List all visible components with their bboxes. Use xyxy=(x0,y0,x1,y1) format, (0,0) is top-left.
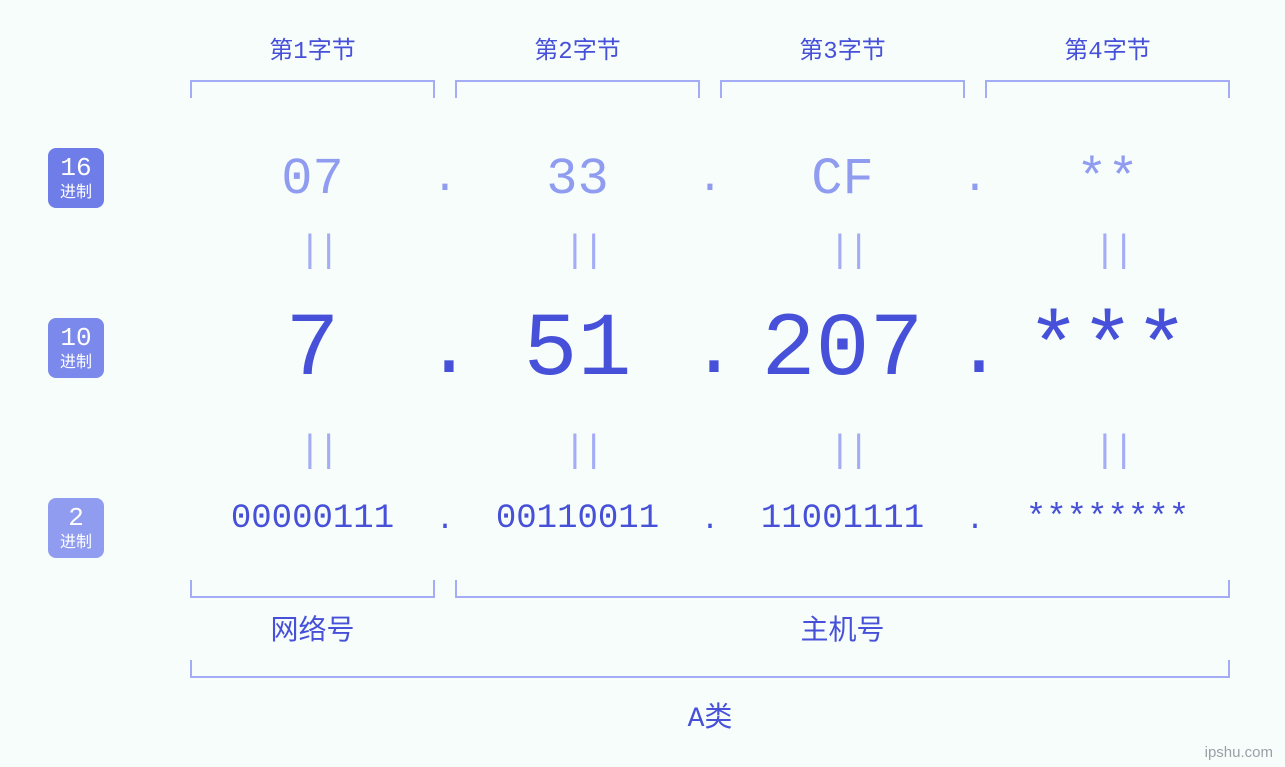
hex-value-1: 07 xyxy=(180,150,445,209)
row-label-sub-hex: 进制 xyxy=(60,185,92,203)
ip-diagram: 第1字节第2字节第3字节第4字节 16进制10进制2进制 07.33.CF.**… xyxy=(0,0,1285,767)
eq-symbol: || xyxy=(564,230,602,273)
byte-header-1: 第1字节 xyxy=(180,30,445,66)
eq-symbol: || xyxy=(299,430,337,473)
row-label-num-dec: 10 xyxy=(60,324,91,353)
byte-top-bracket-2 xyxy=(455,80,700,98)
eq-symbol: || xyxy=(1094,230,1132,273)
row-label-sub-dec: 进制 xyxy=(60,355,92,373)
bottom-label: 网络号 xyxy=(190,608,435,648)
dec-value-2: 51 xyxy=(445,300,710,402)
row-label-hex: 16 进制 xyxy=(48,148,104,208)
dec-value-1: 7 xyxy=(180,300,445,402)
eq-symbol: || xyxy=(829,430,867,473)
byte-header-4: 第4字节 xyxy=(975,30,1240,66)
byte-top-bracket-1 xyxy=(190,80,435,98)
bin-value-2: 00110011 xyxy=(445,500,710,538)
eq-symbol: || xyxy=(299,230,337,273)
eq-symbol: || xyxy=(829,230,867,273)
row-label-num-hex: 16 xyxy=(60,154,91,183)
byte-top-bracket-3 xyxy=(720,80,965,98)
bottom-label: A类 xyxy=(190,695,1230,735)
byte-header-2: 第2字节 xyxy=(445,30,710,66)
byte-top-bracket-4 xyxy=(985,80,1230,98)
row-label-sub-bin: 进制 xyxy=(60,535,92,553)
row-label-bin: 2 进制 xyxy=(48,498,104,558)
dec-value-3: 207 xyxy=(710,300,975,402)
hex-value-3: CF xyxy=(710,150,975,209)
hex-value-2: 33 xyxy=(445,150,710,209)
bottom-label: 主机号 xyxy=(455,608,1230,648)
bottom-bracket xyxy=(190,660,1230,678)
dec-value-4: *** xyxy=(975,300,1240,402)
row-label-num-bin: 2 xyxy=(68,504,84,533)
hex-value-4: ** xyxy=(975,150,1240,209)
bottom-bracket xyxy=(190,580,435,598)
bin-value-4: ******** xyxy=(975,500,1240,538)
bin-value-1: 00000111 xyxy=(180,500,445,538)
bottom-bracket xyxy=(455,580,1230,598)
byte-header-3: 第3字节 xyxy=(710,30,975,66)
row-label-dec: 10 进制 xyxy=(48,318,104,378)
eq-symbol: || xyxy=(1094,430,1132,473)
bin-value-3: 11001111 xyxy=(710,500,975,538)
eq-symbol: || xyxy=(564,430,602,473)
credit-text: ipshu.com xyxy=(1205,744,1273,761)
